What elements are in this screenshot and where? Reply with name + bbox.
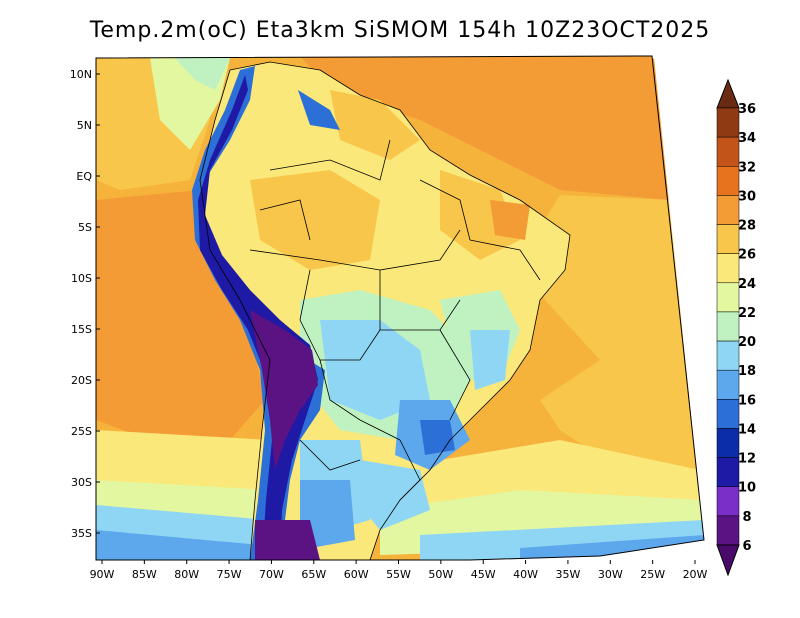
- lon-tick-label: 60W: [344, 568, 369, 581]
- lon-tick-label: 35W: [555, 568, 580, 581]
- colorbar-label: 12: [738, 452, 756, 467]
- colorbar-label: 30: [738, 189, 756, 204]
- colorbar-segment: [716, 253, 740, 284]
- lon-tick-label: 50W: [428, 568, 453, 581]
- colorbar-label: 20: [738, 335, 756, 350]
- country-borders: [199, 61, 571, 561]
- map-title: Temp.2m(oC) Eta3km SiSMOM 154h 10Z23OCT2…: [89, 18, 711, 43]
- colorbar-top-arrow: [716, 78, 740, 109]
- lon-tick-label: 70W: [259, 568, 284, 581]
- lon-tick-label: 90W: [90, 568, 115, 581]
- lat-tick-label: 15S: [71, 323, 92, 336]
- temperature-field: [96, 56, 704, 560]
- colorbar: 36 34 32 30 28 26 24 22 20 18 16 14 12 10 8 6: [716, 78, 756, 577]
- lon-tick-label: 45W: [471, 568, 496, 581]
- colorbar-segment: [716, 515, 740, 546]
- colorbar-segment: [716, 282, 740, 313]
- lon-tick-label: 75W: [217, 568, 242, 581]
- colorbar-segment: [716, 399, 740, 429]
- longitude-axis: 90W 85W 80W 75W 70W 65W 60W 55W 50W 45W 40W 35W 30W 2…: [90, 560, 708, 581]
- lon-tick-label: 30W: [598, 568, 623, 581]
- colorbar-segment: [716, 340, 740, 371]
- colorbar-label: 34: [738, 131, 756, 146]
- colorbar-bottom-arrow: [716, 544, 740, 577]
- colorbar-label: 28: [738, 219, 756, 234]
- colorbar-label: 18: [738, 364, 756, 379]
- colorbar-segment: [716, 486, 740, 517]
- colorbar-label: 16: [738, 393, 756, 408]
- colorbar-label: 6: [742, 539, 751, 554]
- colorbar-label: 14: [738, 422, 756, 437]
- lon-tick-label: 65W: [301, 568, 326, 581]
- colorbar-segment: [716, 136, 740, 167]
- lat-tick-label: 20S: [71, 374, 92, 387]
- colorbar-label: 22: [738, 306, 756, 321]
- colorbar-label: 36: [738, 102, 756, 117]
- colorbar-segment: [716, 195, 740, 225]
- lat-tick-label: 25S: [71, 425, 92, 438]
- lat-tick-label: 5N: [77, 119, 92, 132]
- lon-tick-label: 80W: [174, 568, 199, 581]
- lat-tick-label: 10N: [70, 68, 92, 81]
- lon-tick-label: 55W: [386, 568, 411, 581]
- colorbar-segment: [716, 224, 740, 254]
- lat-tick-label: 10S: [71, 272, 92, 285]
- lon-tick-label: 40W: [513, 568, 538, 581]
- colorbar-segment: [716, 457, 740, 487]
- colorbar-label: 10: [738, 481, 756, 496]
- lon-tick-label: 20W: [683, 568, 708, 581]
- colorbar-label: 32: [738, 160, 756, 175]
- colorbar-label: 24: [738, 277, 756, 292]
- lat-tick-label: 30S: [71, 476, 92, 489]
- colorbar-segment: [716, 311, 740, 342]
- lat-tick-label: 5S: [78, 221, 92, 234]
- lat-tick-label: EQ: [76, 170, 92, 183]
- colorbar-segment: [716, 107, 740, 138]
- colorbar-segment: [716, 428, 740, 458]
- colorbar-segment: [716, 369, 740, 400]
- latitude-axis: 10N 5N EQ 5S 10S 15S 20S 25S 30S 35S: [70, 68, 100, 540]
- colorbar-label: 26: [738, 248, 756, 263]
- lat-tick-label: 35S: [71, 527, 92, 540]
- colorbar-segment: [716, 166, 740, 196]
- lon-tick-label: 85W: [132, 568, 157, 581]
- colorbar-label: 8: [742, 510, 751, 525]
- lon-tick-label: 25W: [640, 568, 665, 581]
